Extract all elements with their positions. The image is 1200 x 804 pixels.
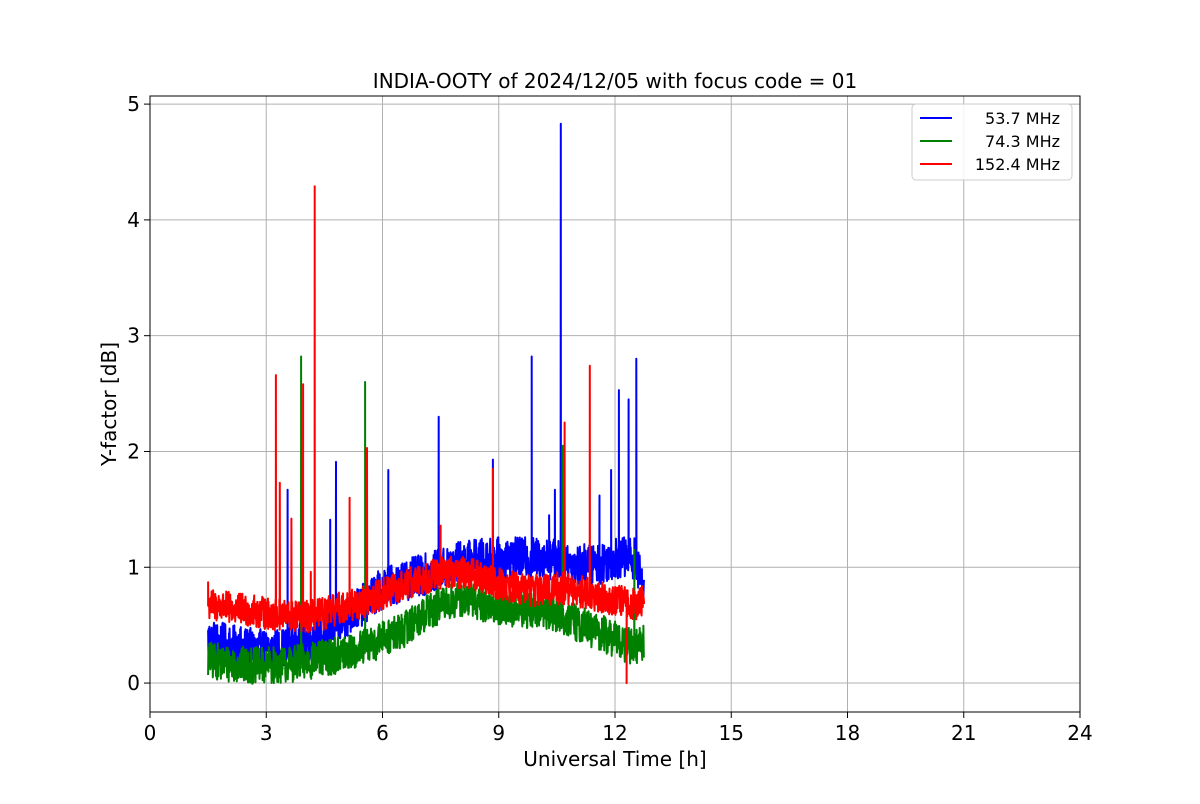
x-tick-label: 12 bbox=[602, 721, 627, 745]
x-tick-label: 21 bbox=[951, 721, 976, 745]
series-layer bbox=[207, 122, 646, 685]
y-axis-label: Y-factor [dB] bbox=[97, 342, 121, 467]
x-tick-label: 6 bbox=[376, 721, 389, 745]
series-line-2 bbox=[207, 185, 646, 685]
y-tick-label: 1 bbox=[127, 555, 140, 579]
legend: 53.7 MHz 74.3 MHz 152.4 MHz bbox=[911, 103, 1073, 181]
y-tick-label: 4 bbox=[127, 208, 140, 232]
y-tick-label: 2 bbox=[127, 439, 140, 463]
x-tick-label: 18 bbox=[835, 721, 860, 745]
y-tick-label: 0 bbox=[127, 671, 140, 695]
x-tick-label: 3 bbox=[260, 721, 273, 745]
legend-label: 74.3 MHz bbox=[985, 132, 1060, 151]
y-tick-label: 5 bbox=[127, 92, 140, 116]
chart-title: INDIA-OOTY of 2024/12/05 with focus code… bbox=[373, 69, 857, 93]
x-tick-label: 15 bbox=[719, 721, 744, 745]
x-tick-label: 9 bbox=[492, 721, 505, 745]
legend-label: 53.7 MHz bbox=[985, 109, 1060, 128]
y-tick-label: 3 bbox=[127, 324, 140, 348]
legend-label: 152.4 MHz bbox=[975, 155, 1060, 174]
x-axis-label: Universal Time [h] bbox=[523, 747, 706, 771]
x-tick-label: 0 bbox=[144, 721, 157, 745]
series-line-1 bbox=[207, 355, 646, 685]
legend-box bbox=[911, 103, 1073, 181]
x-tick-label: 24 bbox=[1067, 721, 1092, 745]
